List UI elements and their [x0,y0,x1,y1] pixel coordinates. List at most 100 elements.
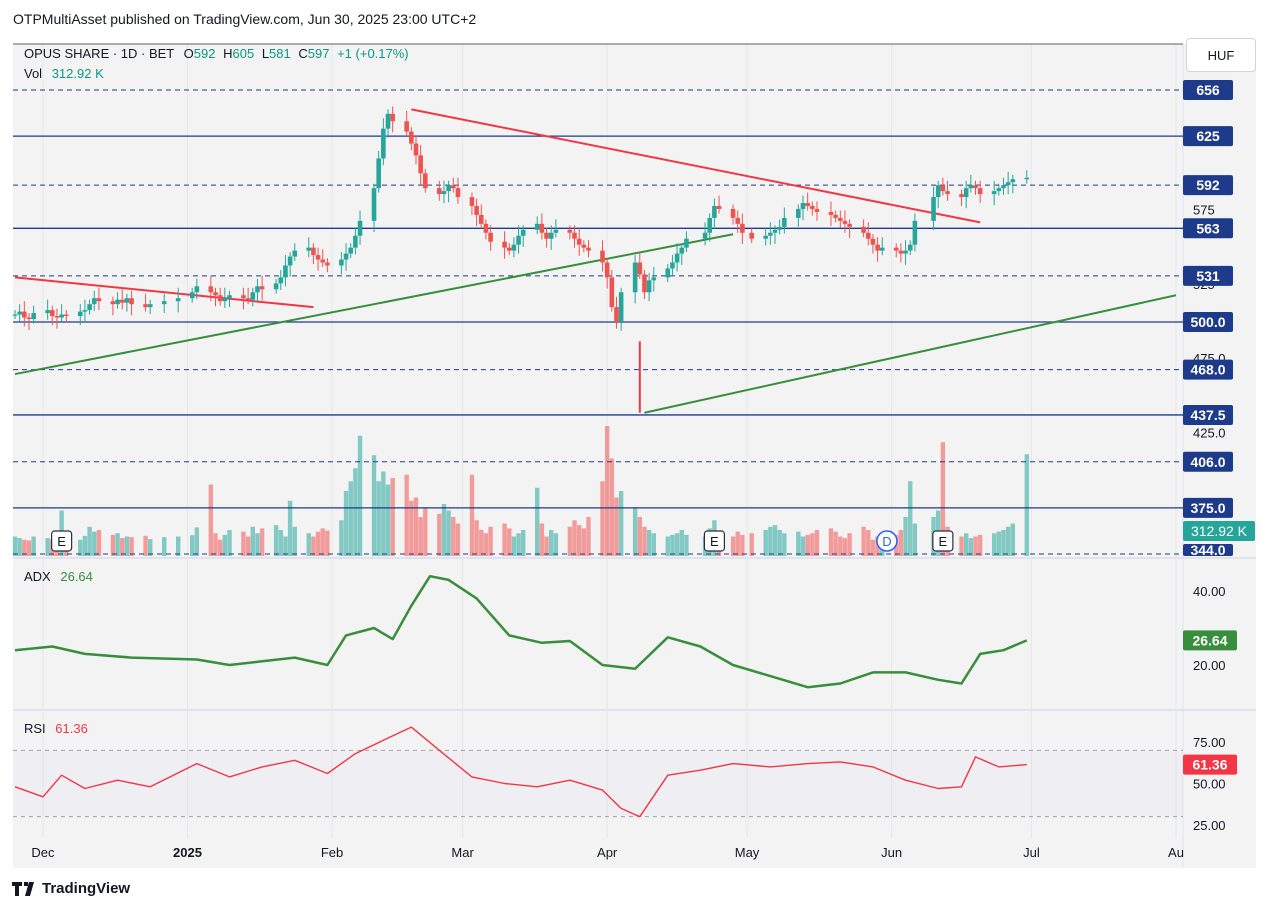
candle-body [749,232,754,239]
rsi-band-fill [13,750,1183,816]
candle-body [110,301,116,305]
candle-body [22,311,27,318]
volume-bar [861,526,866,556]
candle-body [702,232,708,239]
volume-bar [311,536,316,556]
candle-body [903,250,908,254]
volume-bar [968,538,974,556]
volume-bar [646,530,652,556]
volume-bar [474,520,479,556]
rsi-legend: RSI 61.36 [24,721,88,736]
volume-tag-label: 312.92 K [1191,523,1248,539]
volume-bar [143,535,148,556]
volume-bar [31,536,36,556]
volume-bar [194,527,200,556]
candle-body [763,235,768,239]
volume-bar [413,497,419,556]
volume-bar [614,497,619,556]
volume-bar [222,534,228,556]
candle-body [77,311,83,317]
ohlc-low: 581 [269,46,291,61]
tradingview-logo-icon [12,881,34,896]
adx-tick-label: 40.00 [1193,584,1226,599]
volume-bar [749,533,754,556]
candle-body [940,185,946,192]
level-tag-label: 468.0 [1190,362,1225,378]
candle-body [469,197,475,206]
volume-bar [973,536,978,556]
symbol-name[interactable]: OPUS SHARE · 1D · BET [24,46,175,61]
volume-bar [507,528,512,556]
candle-body [478,214,484,224]
candle-body [409,131,414,144]
candle-body [31,313,36,320]
tradingview-logo[interactable]: TradingView [12,880,130,897]
volume-bar [162,537,167,556]
candle-body [357,220,363,236]
candle-body [161,301,167,305]
candle-body [82,310,88,312]
volume-bar [847,533,852,556]
volume-bar [768,526,773,556]
candle-body [143,304,148,308]
volume-bar [148,539,153,556]
candle-body [217,295,223,302]
price-tick-label: 425.0 [1193,426,1226,441]
volume-bar [833,531,838,556]
level-tag-label: 592 [1196,177,1220,193]
volume-bar [255,533,260,556]
candle-body [637,262,643,275]
candle-body [567,229,573,233]
volume-bar [404,474,409,556]
earnings-marker-label: E [710,534,719,549]
volume-bar [446,510,451,556]
adx-tick-label: 20.00 [1193,658,1226,673]
candle-body [147,304,153,308]
volume-bar [227,530,232,556]
candle-body [404,121,409,132]
currency-button[interactable]: HUF [1186,38,1256,72]
candle-body [544,232,549,239]
candle-body [446,185,451,192]
volume-bar [339,520,344,556]
candle-body [306,247,312,251]
volume-bar [26,540,32,556]
price-tick-label: 575 [1193,202,1215,217]
adx-pane-background [13,559,1183,709]
volume-bar [92,531,97,556]
candle-body [968,185,974,189]
level-tag-label: 656 [1196,82,1220,98]
volume-bar [1005,526,1011,556]
volume-bar [604,426,610,556]
candle-body [632,262,638,293]
candle-body [977,188,983,195]
candle-body [646,280,652,293]
volume-legend: Vol 312.92 K [24,66,104,81]
candle-body [441,191,447,195]
volume-bar [572,520,577,556]
ohlc-open: 592 [193,46,216,61]
level-tag [1183,312,1233,332]
volume-bar [740,534,745,556]
dividend-marker [876,530,898,552]
ohlc-high: 605 [232,46,255,61]
volume-bar [642,526,647,556]
volume-bar [814,530,820,556]
level-tag [1183,218,1233,239]
volume-bar [828,528,834,556]
candle-body [730,208,736,218]
time-tick-label: Jun [881,845,902,860]
candle-body [287,256,293,266]
candle-body [437,188,442,195]
volume-bar [567,526,573,556]
volume-bar [357,435,363,556]
candle-body [945,191,950,195]
candle-body [740,223,745,233]
volume-tag [1183,521,1255,541]
time-tick-label: 2025 [173,845,202,860]
candle-body [376,158,381,189]
candle-body [63,314,69,317]
candle-body [893,247,899,251]
volume-bar [292,526,297,556]
